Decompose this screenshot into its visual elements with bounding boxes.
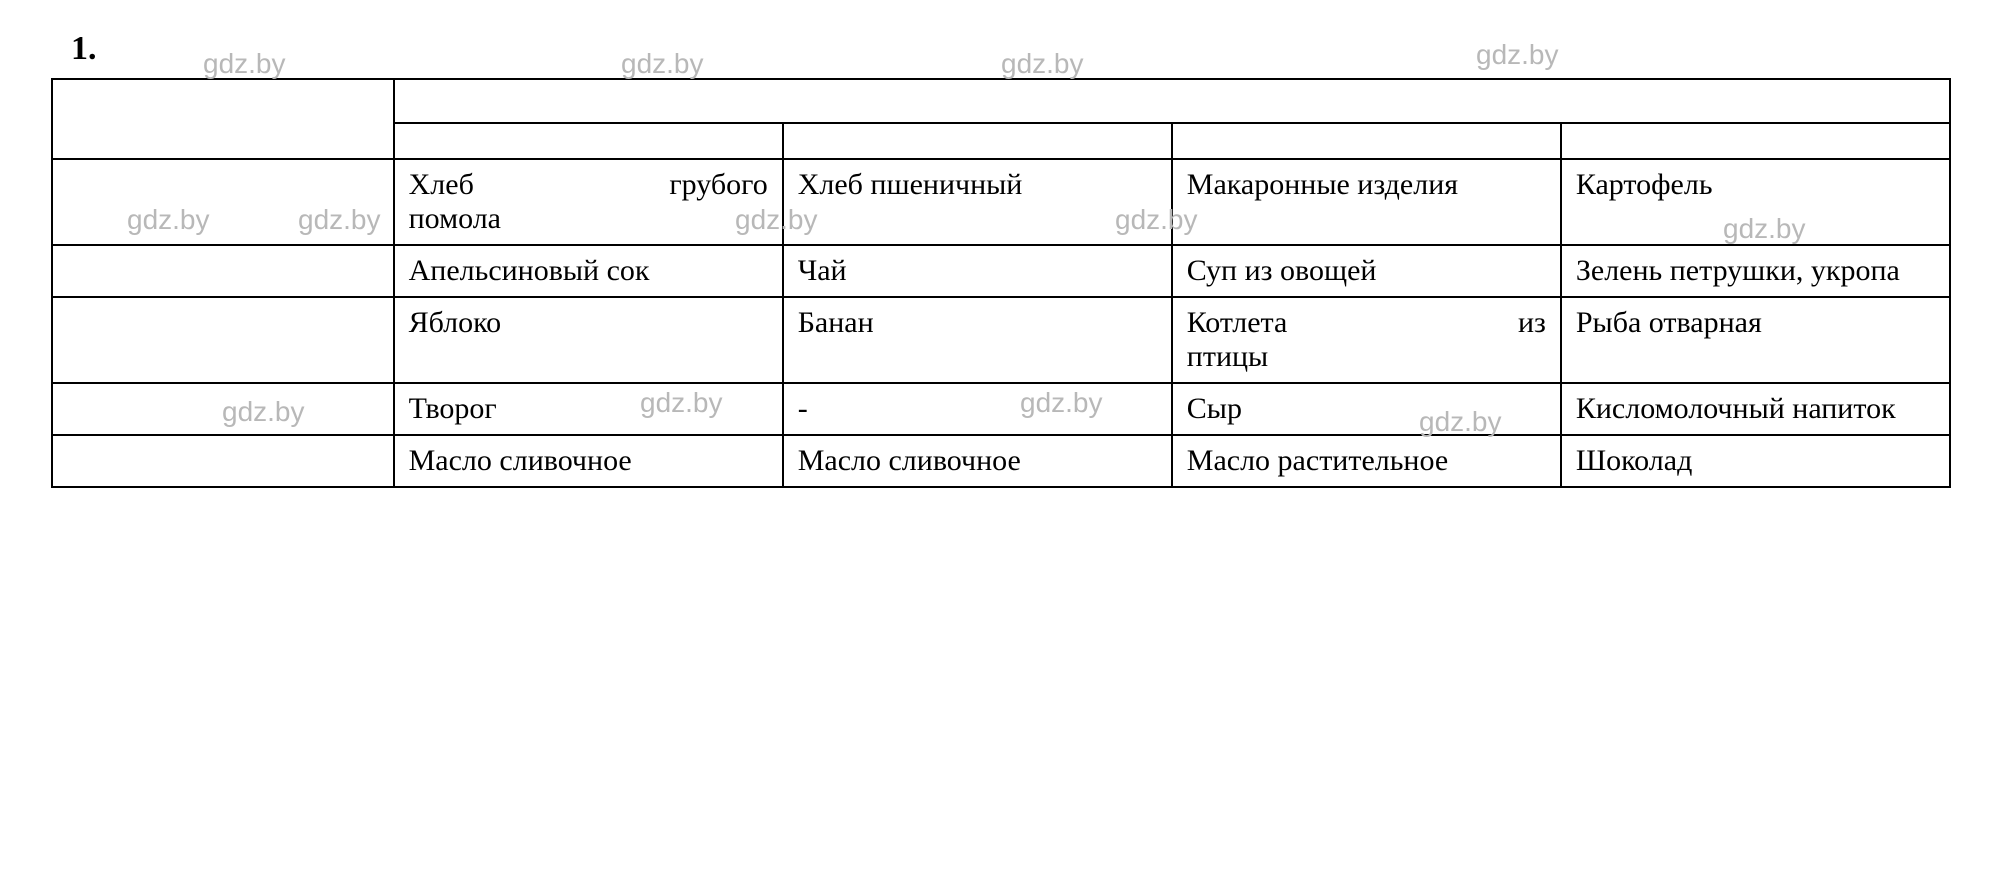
table-cell: -	[783, 383, 1172, 435]
meal-table: Хлеб грубогопомола Хлеб пшеничный Макаро…	[51, 78, 1951, 488]
table-cell: Рыба отварная	[1561, 297, 1950, 383]
table-cell: Банан	[783, 297, 1172, 383]
subheader-cell-3	[1172, 123, 1561, 159]
row-label	[52, 245, 394, 297]
table-row: Хлеб грубогопомола Хлеб пшеничный Макаро…	[52, 159, 1950, 245]
row-label	[52, 435, 394, 487]
table-cell: Масло растительное	[1172, 435, 1561, 487]
header-first-cell	[52, 79, 394, 159]
table-cell: Творог	[394, 383, 783, 435]
row-label	[52, 297, 394, 383]
table-row: Апельсиновый сок Чай Суп из овощей Зелен…	[52, 245, 1950, 297]
table-cell: Хлеб грубогопомола	[394, 159, 783, 245]
header-span-cell	[394, 79, 1950, 123]
table-row: Творог - Сыр Кисломолочный напиток	[52, 383, 1950, 435]
row-label	[52, 383, 394, 435]
table-cell: Хлеб пшеничный	[783, 159, 1172, 245]
table-cell: Чай	[783, 245, 1172, 297]
table-cell: Сыр	[1172, 383, 1561, 435]
question-number: 1.	[51, 30, 1951, 68]
table-cell: Шоколад	[1561, 435, 1950, 487]
table-cell: Яблоко	[394, 297, 783, 383]
subheader-cell-4	[1561, 123, 1950, 159]
table-row: Масло сливочное Масло сливочное Масло ра…	[52, 435, 1950, 487]
table-cell: Суп из овощей	[1172, 245, 1561, 297]
table-cell: Макаронные изделия	[1172, 159, 1561, 245]
subheader-cell-1	[394, 123, 783, 159]
table-header-row	[52, 79, 1950, 123]
subheader-cell-2	[783, 123, 1172, 159]
table-row: Яблоко Банан Котлета изптицы Рыба отварн…	[52, 297, 1950, 383]
page-container: 1. Хлеб грубогопомола Хлеб пшен	[51, 30, 1951, 488]
table-cell: Масло сливочное	[394, 435, 783, 487]
row-label	[52, 159, 394, 245]
table-cell: Кисломолочный напиток	[1561, 383, 1950, 435]
table-cell: Апельсиновый сок	[394, 245, 783, 297]
table-cell: Картофель	[1561, 159, 1950, 245]
table-cell: Масло сливочное	[783, 435, 1172, 487]
table-cell: Зелень петрушки, укропа	[1561, 245, 1950, 297]
table-cell: Котлета изптицы	[1172, 297, 1561, 383]
